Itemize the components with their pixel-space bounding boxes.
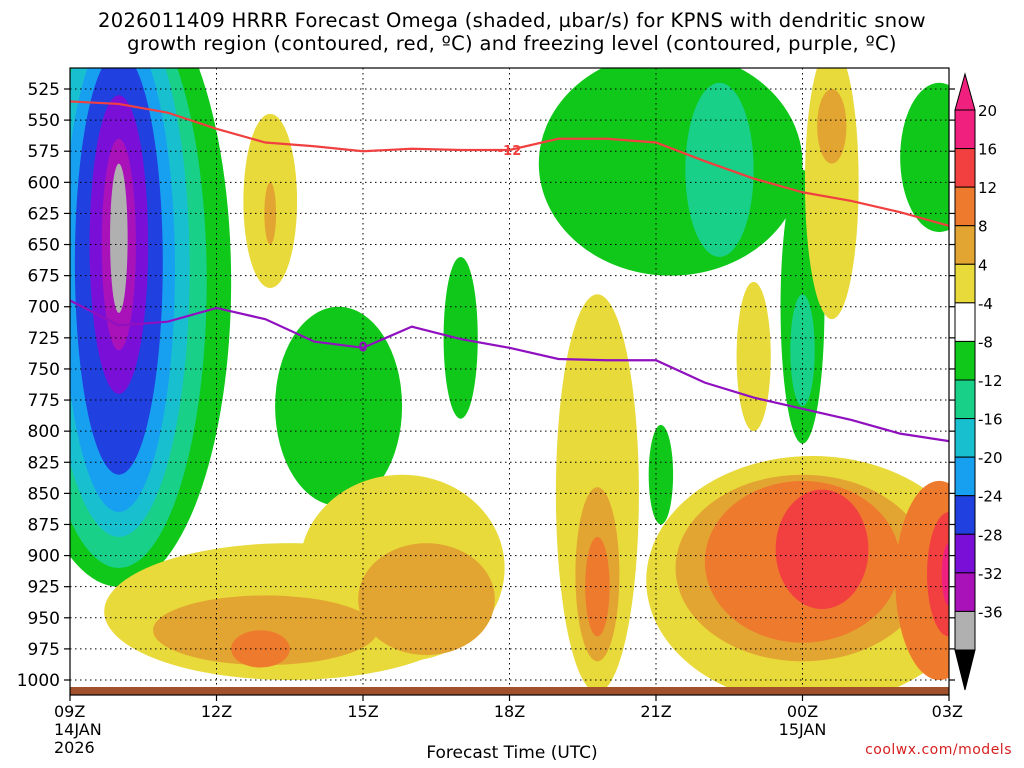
y-tick-label: 875 — [28, 515, 60, 535]
colorbar-swatch — [954, 610, 976, 651]
y-tick-label: 850 — [28, 484, 60, 504]
colorbar-bottom-arrow — [954, 649, 976, 691]
x-tick-year-label: 2026 — [54, 738, 95, 757]
omega-cell — [110, 163, 128, 313]
colorbar-label: -24 — [978, 488, 1003, 506]
y-tick-label: 550 — [28, 111, 60, 131]
contour-lines — [70, 100, 949, 443]
x-tick-label: 00Z — [787, 702, 818, 721]
colorbar-swatch — [954, 379, 976, 420]
freezing-level-line — [70, 299, 949, 443]
colorbar-label: -16 — [978, 411, 1003, 429]
x-tick-label: 15Z — [347, 702, 378, 721]
y-tick-label: 950 — [28, 609, 60, 629]
omega-shading — [70, 68, 949, 690]
y-tick-label: 750 — [28, 360, 60, 380]
y-tick-label: 700 — [28, 298, 60, 318]
x-axis-label: Forecast Time (UTC) — [426, 743, 598, 763]
colorbar: 20 16 12 8 4 -4 -8 -12 -16 -20 -24 -28 -32 -36 — [954, 72, 1003, 691]
omega-cell — [900, 82, 949, 233]
omega-cell — [736, 281, 771, 432]
gridlines — [70, 68, 949, 690]
omega-cell — [790, 294, 815, 407]
colorbar-swatch — [954, 263, 976, 304]
colorbar-swatch — [954, 418, 976, 458]
y-tick-label: 975 — [28, 640, 60, 660]
colorbar-label: 16 — [978, 141, 997, 159]
colorbar-label: -12 — [978, 372, 1003, 390]
y-tick-label: 925 — [28, 578, 60, 598]
colorbar-label: 4 — [978, 256, 988, 274]
y-tick-label: 800 — [28, 422, 60, 442]
y-tick-label: 625 — [28, 204, 60, 224]
colorbar-swatch — [954, 495, 976, 535]
omega-cell — [153, 595, 378, 666]
y-tick-label: 1000 — [17, 671, 60, 691]
colorbar-label: -32 — [978, 565, 1003, 583]
y-tick-label: 775 — [28, 391, 60, 411]
omega-cell — [685, 82, 754, 257]
x-tick-label: 18Z — [494, 702, 525, 721]
omega-cell — [358, 543, 495, 656]
y-tick-label: 650 — [28, 236, 60, 256]
colorbar-swatch — [954, 225, 976, 265]
x-tick-label: 21Z — [640, 702, 671, 721]
contour-labels: -12 0 — [358, 144, 521, 356]
colorbar-swatch — [954, 302, 976, 342]
y-tick-label: 825 — [28, 453, 60, 473]
colorbar-swatch — [954, 340, 976, 381]
colorbar-swatch — [954, 186, 976, 227]
colorbar-swatch — [954, 572, 976, 612]
dgz-contour-label: -12 — [498, 144, 522, 159]
colorbar-label: -28 — [978, 526, 1003, 544]
colorbar-top-arrow — [954, 72, 976, 111]
omega-cell — [775, 489, 869, 610]
omega-cell — [585, 536, 610, 637]
omega-cell — [927, 512, 949, 637]
y-tick-label: 675 — [28, 267, 60, 287]
omega-cell — [538, 68, 803, 276]
x-tick-date-label: 14JAN — [54, 720, 102, 739]
x-tick-label: 03Z — [932, 702, 963, 721]
credit-link[interactable]: coolwx.com/models — [865, 742, 1012, 758]
y-tick-label: 900 — [28, 547, 60, 567]
freezing-level-label: 0 — [358, 341, 367, 356]
colorbar-label: 8 — [978, 218, 988, 236]
colorbar-label: -8 — [978, 333, 993, 351]
x-tick-label: 09Z — [54, 702, 85, 721]
ground-surface — [70, 687, 949, 695]
y-tick-label: 575 — [28, 142, 60, 162]
omega-cell — [941, 543, 949, 606]
colorbar-label: 20 — [978, 102, 997, 120]
colorbar-swatch — [954, 109, 976, 150]
y-tick-label: 600 — [28, 173, 60, 193]
chart-title-line1: 2026011409 HRRR Forecast Omega (shaded, … — [98, 9, 926, 32]
colorbar-swatch — [954, 533, 976, 574]
colorbar-label: -4 — [978, 295, 993, 313]
x-tick-label: 12Z — [201, 702, 232, 721]
dgz-contour-line — [70, 100, 949, 227]
omega-cell — [648, 424, 674, 525]
omega-cell — [275, 306, 403, 506]
chart-title-line2: growth region (contoured, red, ºC) and f… — [127, 32, 897, 55]
omega-cell — [817, 89, 847, 164]
colorbar-label: -20 — [978, 449, 1003, 467]
colorbar-label: 12 — [978, 179, 997, 197]
y-axis: 525 550 575 600 625 650 675 700 725 750 775 800 825 8… — [17, 80, 955, 691]
y-tick-label: 725 — [28, 329, 60, 349]
y-tick-label: 525 — [28, 80, 60, 100]
x-tick-date-label: 15JAN — [779, 720, 827, 739]
colorbar-swatch — [954, 456, 976, 497]
colorbar-label: -36 — [978, 603, 1003, 621]
colorbar-swatch — [954, 148, 976, 188]
